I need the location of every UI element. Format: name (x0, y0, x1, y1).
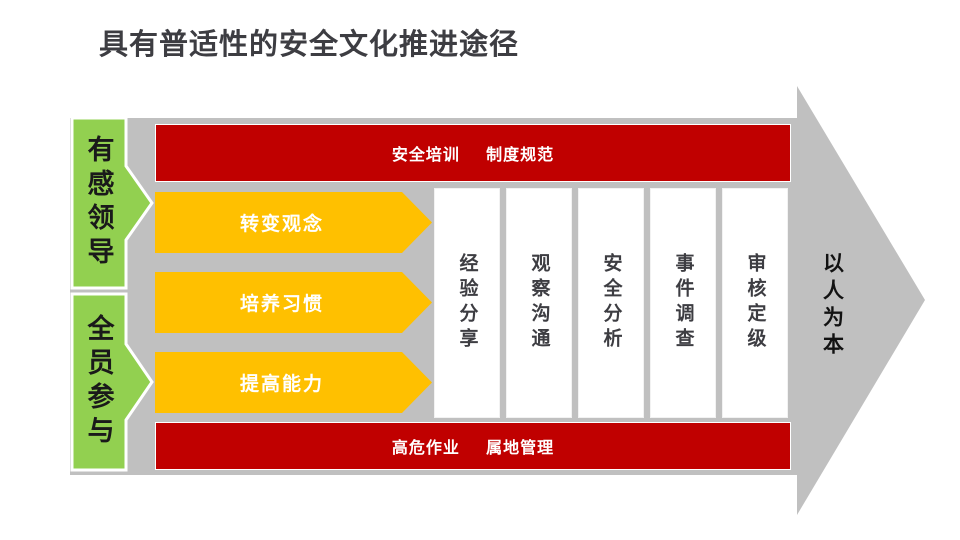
yellow-chevron-2[interactable]: 培养习惯 (155, 272, 432, 333)
white-box-label: 经验分享 (456, 253, 479, 353)
leadership-chevron-label: 有感领导 (82, 135, 114, 271)
yellow-chevron-1[interactable]: 转变观念 (155, 192, 432, 253)
arrow-head-label: 以人为本 (820, 252, 845, 360)
green-chevron-shape (70, 292, 154, 472)
yellow-chevron-shape (155, 272, 432, 333)
yellow-chevron-3-label: 提高能力 (240, 373, 325, 395)
white-box-safety-analysis[interactable]: 安全分析 (578, 188, 644, 418)
participation-chevron-label: 全员参与 (82, 314, 114, 450)
top-red-bar-label: 安全培训 制度规范 (391, 145, 555, 164)
white-box-audit-grading[interactable]: 审核定级 (722, 188, 788, 418)
yellow-chevron-1-label: 转变观念 (240, 213, 325, 235)
top-red-bar[interactable]: 安全培训 制度规范 (155, 124, 791, 182)
white-box-incident-investigation[interactable]: 事件调查 (650, 188, 716, 418)
yellow-chevron-2-label: 培养习惯 (240, 293, 325, 315)
bottom-red-bar[interactable]: 高危作业 属地管理 (155, 422, 791, 470)
yellow-chevron-3[interactable]: 提高能力 (155, 352, 432, 413)
yellow-chevron-shape (155, 192, 432, 253)
arrow-head-label-container: 以人为本 (812, 236, 852, 376)
white-box-observation-communication[interactable]: 观察沟通 (506, 188, 572, 418)
bottom-red-bar-label: 高危作业 属地管理 (391, 438, 555, 457)
white-box-label: 事件调查 (672, 253, 695, 353)
white-box-label: 安全分析 (600, 253, 623, 353)
white-box-experience-sharing[interactable]: 经验分享 (434, 188, 500, 418)
yellow-chevron-shape (155, 352, 432, 413)
green-chevron-shape (70, 116, 154, 290)
page-title: 具有普适性的安全文化推进途径 (99, 27, 520, 61)
participation-chevron[interactable]: 全员参与 (70, 292, 154, 472)
white-box-label: 审核定级 (744, 253, 767, 353)
leadership-chevron[interactable]: 有感领导 (70, 116, 154, 290)
white-box-label: 观察沟通 (528, 253, 551, 353)
